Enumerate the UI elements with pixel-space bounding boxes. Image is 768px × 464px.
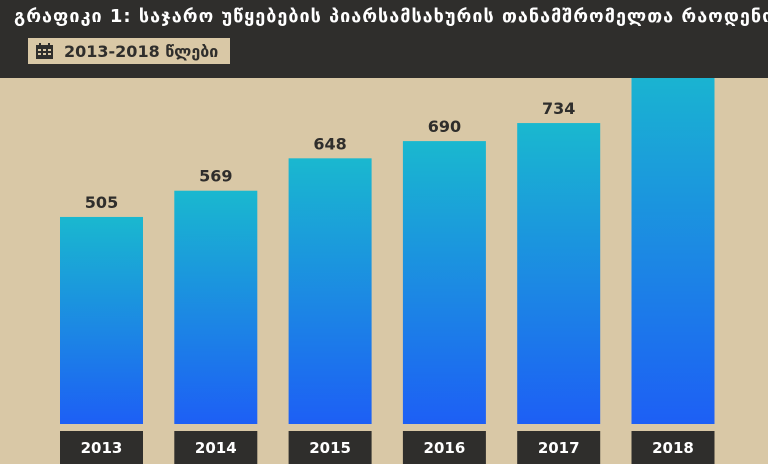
category-label-box-2014: [174, 431, 258, 464]
category-label-box-2017: [517, 431, 601, 464]
bar-2017: [517, 123, 601, 424]
bar-2013: [60, 216, 143, 424]
category-label-box-2016: [402, 431, 486, 464]
category-label-box-2015: [288, 431, 372, 464]
bar-2014: [174, 190, 258, 424]
chart-area: 5052013569201464820156902016734201789020…: [0, 78, 768, 464]
value-label-2017: 734: [542, 99, 575, 118]
category-label-2018: 2018: [652, 439, 694, 457]
header-bar: გრაფიკი 1: საჯარო უწყებების პიარსამსახურ…: [0, 0, 768, 78]
value-label-2014: 569: [199, 167, 232, 186]
subtitle-badge: 2013-2018 წლები: [28, 38, 231, 64]
chart-subtitle: 2013-2018 წლები: [64, 41, 219, 61]
bar-2018: [631, 78, 715, 424]
value-label-2015: 648: [313, 134, 346, 153]
calendar-icon: [36, 43, 53, 59]
chart-title: გრაფიკი 1: საჯარო უწყებების პიარსამსახურ…: [14, 6, 768, 27]
bar-2016: [402, 141, 486, 424]
bars-group: 5052013569201464820156902016734201789020…: [60, 78, 715, 464]
category-label-box-2013: [60, 431, 143, 464]
category-label-2015: 2015: [309, 439, 351, 457]
category-label-2017: 2017: [538, 439, 580, 457]
value-label-2013: 505: [85, 193, 118, 212]
category-label-2013: 2013: [81, 439, 123, 457]
bar-2015: [288, 158, 372, 424]
category-label-2014: 2014: [195, 439, 237, 457]
value-label-2016: 690: [428, 117, 461, 136]
bar-chart: 5052013569201464820156902016734201789020…: [60, 78, 715, 464]
category-label-box-2018: [631, 431, 715, 464]
category-label-2016: 2016: [424, 439, 466, 457]
